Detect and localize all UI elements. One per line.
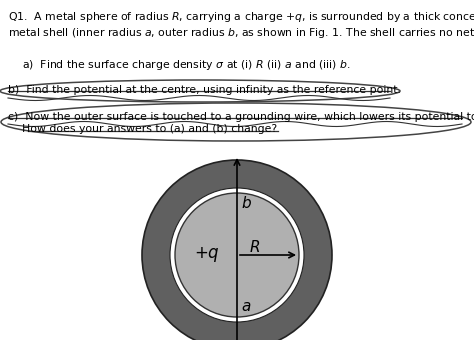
Circle shape	[175, 193, 299, 317]
Text: a)  Find the surface charge density $\sigma$ at (i) $R$ (ii) $a$ and (iii) $b$.: a) Find the surface charge density $\sig…	[22, 58, 351, 72]
Text: Q1.  A metal sphere of radius $R$, carrying a charge $+q$, is surrounded by a th: Q1. A metal sphere of radius $R$, carryi…	[8, 10, 474, 40]
Text: $+q$: $+q$	[194, 245, 220, 265]
Text: c)  Now the outer surface is touched to a grounding wire, which lowers its poten: c) Now the outer surface is touched to a…	[8, 112, 474, 134]
Text: b)  Find the potential at the centre, using infinity as the reference point.: b) Find the potential at the centre, usi…	[8, 85, 401, 95]
Text: $b$: $b$	[241, 195, 252, 211]
Text: $a$: $a$	[241, 300, 251, 314]
Circle shape	[170, 188, 304, 322]
Circle shape	[142, 160, 332, 340]
Text: $R$: $R$	[249, 239, 260, 255]
